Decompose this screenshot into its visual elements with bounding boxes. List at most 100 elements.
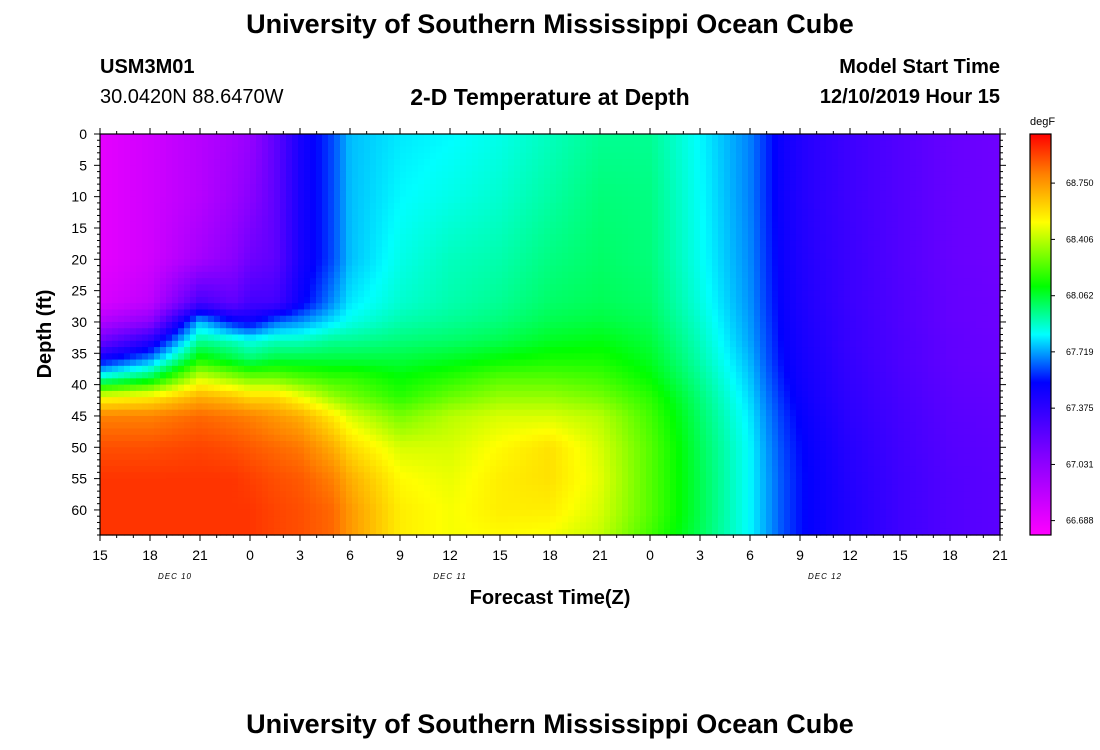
- heatmap-cell: [442, 497, 449, 505]
- heatmap-cell: [250, 309, 257, 317]
- heatmap-cell: [196, 378, 203, 386]
- heatmap-cell: [514, 328, 521, 336]
- heatmap-cell: [526, 209, 533, 217]
- heatmap-cell: [382, 528, 389, 536]
- heatmap-cell: [178, 453, 185, 461]
- heatmap-cell: [142, 190, 149, 198]
- heatmap-cell: [208, 378, 215, 386]
- heatmap-cell: [514, 146, 521, 154]
- heatmap-cell: [400, 459, 407, 467]
- heatmap-cell: [514, 309, 521, 317]
- heatmap-cell: [298, 296, 305, 304]
- heatmap-cell: [130, 522, 137, 530]
- heatmap-cell: [100, 328, 107, 336]
- heatmap-cell: [238, 365, 245, 373]
- heatmap-cell: [454, 441, 461, 448]
- heatmap-cell: [550, 215, 557, 223]
- heatmap-cell: [316, 390, 323, 398]
- heatmap-cell: [238, 422, 245, 430]
- heatmap-cell: [304, 484, 311, 492]
- heatmap-cell: [490, 453, 497, 461]
- heatmap-cell: [448, 384, 455, 392]
- heatmap-cell: [196, 365, 203, 373]
- heatmap-cell: [196, 403, 203, 411]
- heatmap-cell: [472, 309, 479, 317]
- heatmap-cell: [280, 503, 287, 511]
- heatmap-cell: [448, 365, 455, 373]
- heatmap-cell: [292, 240, 299, 248]
- heatmap-cell: [448, 259, 455, 267]
- heatmap-cell: [448, 202, 455, 210]
- heatmap-cell: [304, 171, 311, 179]
- heatmap-cell: [346, 365, 353, 373]
- heatmap-cell: [226, 347, 233, 354]
- heatmap-cell: [172, 516, 179, 524]
- heatmap-cell: [226, 528, 233, 536]
- heatmap-cell: [562, 372, 569, 379]
- heatmap-cell: [310, 334, 317, 342]
- heatmap-cell: [106, 159, 113, 166]
- heatmap-cell: [526, 403, 533, 411]
- heatmap-cell: [526, 497, 533, 505]
- heatmap-cell: [562, 165, 569, 173]
- heatmap-cell: [268, 303, 275, 311]
- heatmap-cell: [106, 528, 113, 536]
- heatmap-cell: [286, 253, 293, 260]
- heatmap-cell: [148, 227, 155, 235]
- heatmap-cell: [208, 347, 215, 354]
- heatmap-cell: [376, 334, 383, 342]
- heatmap-cell: [178, 359, 185, 367]
- heatmap-cell: [322, 134, 329, 141]
- heatmap-cell: [202, 303, 209, 311]
- heatmap-cell: [304, 177, 311, 185]
- heatmap-cell: [412, 190, 419, 198]
- heatmap-cell: [130, 459, 137, 467]
- heatmap-cell: [190, 165, 197, 173]
- heatmap-cell: [496, 334, 503, 342]
- heatmap-cell: [442, 152, 449, 160]
- heatmap-cell: [328, 503, 335, 511]
- heatmap-cell: [460, 334, 467, 342]
- heatmap-cell: [538, 321, 545, 329]
- heatmap-cell: [178, 271, 185, 279]
- heatmap-cell: [424, 165, 431, 173]
- heatmap-cell: [262, 466, 269, 473]
- heatmap-cell: [100, 365, 107, 373]
- heatmap-cell: [154, 321, 161, 329]
- heatmap-cell: [418, 453, 425, 461]
- heatmap-cell: [430, 497, 437, 505]
- heatmap-cell: [220, 365, 227, 373]
- heatmap-cell: [352, 328, 359, 336]
- heatmap-cell: [340, 259, 347, 267]
- heatmap-cell: [274, 259, 281, 267]
- heatmap-cell: [166, 378, 173, 386]
- heatmap-cell: [304, 240, 311, 248]
- heatmap-cell: [256, 177, 263, 185]
- heatmap-cell: [118, 159, 125, 166]
- heatmap-cell: [226, 196, 233, 204]
- heatmap-cell: [472, 340, 479, 348]
- heatmap-cell: [346, 353, 353, 361]
- heatmap-cell: [544, 259, 551, 267]
- heatmap-cell: [166, 215, 173, 223]
- heatmap-cell: [526, 472, 533, 480]
- heatmap-cell: [190, 340, 197, 348]
- heatmap-cell: [298, 140, 305, 148]
- heatmap-cell: [112, 221, 119, 229]
- heatmap-cell: [322, 265, 329, 273]
- heatmap-cell: [544, 165, 551, 173]
- heatmap-cell: [340, 284, 347, 292]
- heatmap-cell: [394, 334, 401, 342]
- heatmap-cell: [556, 359, 563, 367]
- heatmap-cell: [106, 321, 113, 329]
- heatmap-cell: [244, 372, 251, 379]
- heatmap-cell: [460, 227, 467, 235]
- heatmap-cell: [376, 466, 383, 473]
- heatmap-cell: [424, 227, 431, 235]
- heatmap-cell: [466, 296, 473, 304]
- heatmap-cell: [232, 265, 239, 273]
- heatmap-cell: [346, 347, 353, 354]
- heatmap-cell: [502, 321, 509, 329]
- heatmap-cell: [280, 165, 287, 173]
- heatmap-cell: [496, 422, 503, 430]
